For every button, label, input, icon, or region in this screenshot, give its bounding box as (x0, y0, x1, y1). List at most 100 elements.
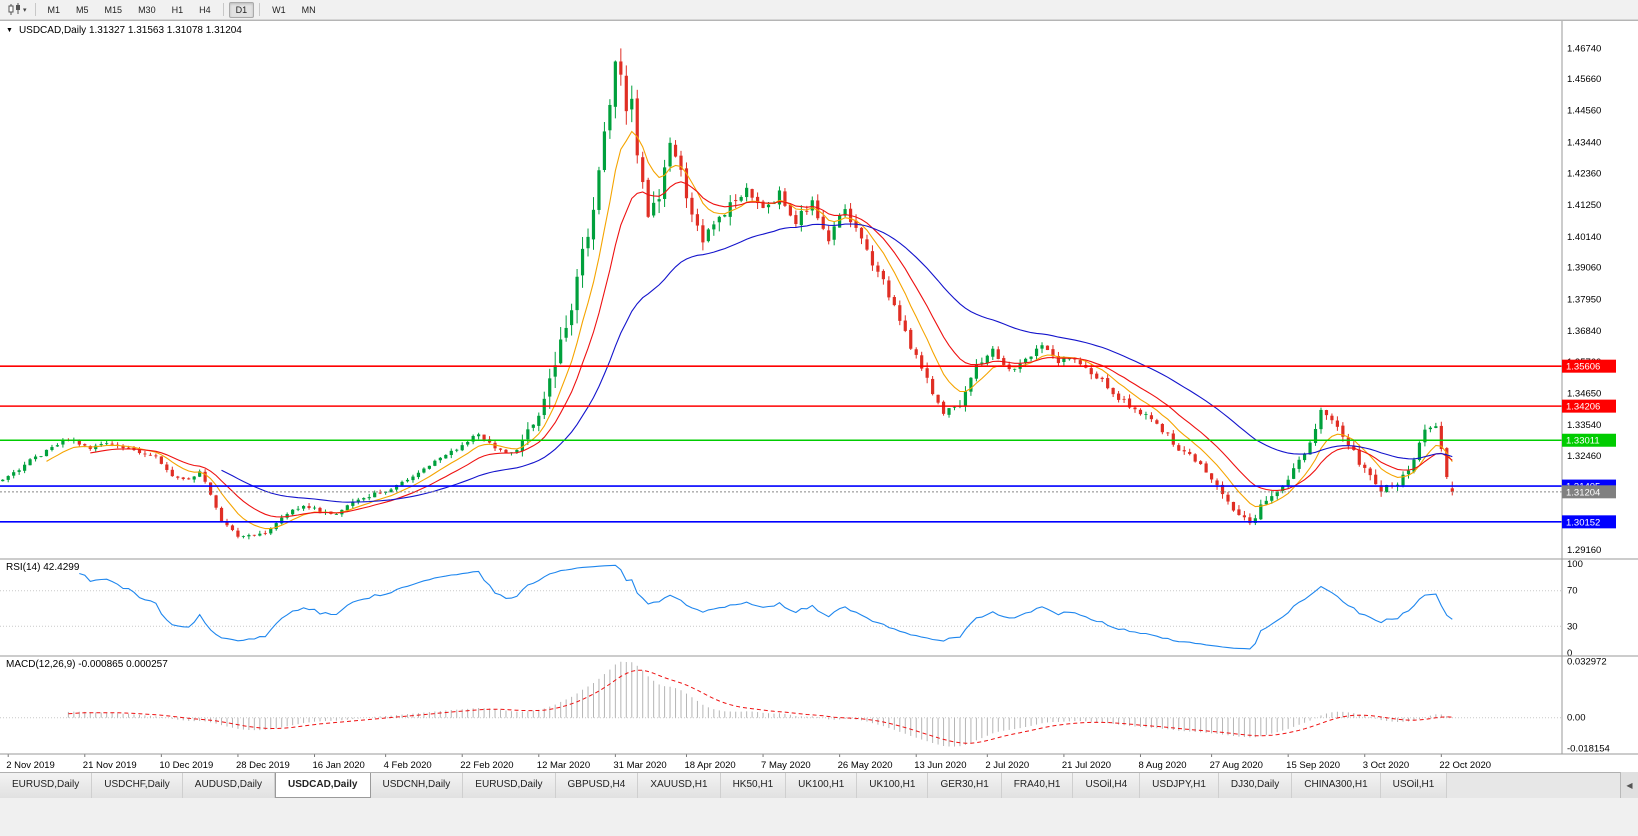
chart-tab-uk100-h1[interactable]: UK100,H1 (786, 773, 858, 798)
timeframe-button-h1[interactable]: H1 (171, 4, 184, 15)
chart-tabs: EURUSD,Daily USDCHF,Daily AUDUSD,Daily USDC… (0, 773, 1448, 798)
chart-title: ▼ USDCAD,Daily 1.31327 1.31563 1.31078 1… (6, 25, 242, 36)
timeframe-button-h4[interactable]: H4 (199, 4, 211, 15)
svg-text:1.34650: 1.34650 (1567, 388, 1601, 399)
svg-text:12 Mar 2020: 12 Mar 2020 (537, 760, 590, 771)
tab-scroll-left-button[interactable]: ◀ (1620, 772, 1638, 798)
svg-text:8 Aug 2020: 8 Aug 2020 (1138, 760, 1186, 771)
svg-text:13 Jun 2020: 13 Jun 2020 (914, 760, 966, 771)
svg-text:21 Nov 2019: 21 Nov 2019 (83, 760, 137, 771)
chart-window: 1.46740 1.45660 1.44560 1.43440 1.42360 1.412… (0, 20, 1638, 772)
chart-tab-fra40-h1[interactable]: FRA40,H1 (1001, 773, 1074, 798)
svg-text:1.29160: 1.29160 (1567, 545, 1601, 556)
chart-tab-usdcad-daily[interactable]: USDCAD,Daily (275, 773, 371, 798)
chart-tab-hk50-h1[interactable]: HK50,H1 (720, 773, 787, 798)
svg-text:22 Oct 2020: 22 Oct 2020 (1439, 760, 1491, 771)
symbol-dropdown-icon[interactable]: ▼ (6, 27, 13, 34)
timeframe-toolbar: ▾ M1 M5 M15 M30 H1 H4 D1 W1 MN (0, 0, 1638, 20)
slow-ma-line (221, 223, 1453, 503)
timeframe-button-m15[interactable]: M15 (104, 4, 123, 15)
fast-ma-line (46, 130, 1453, 530)
svg-text:7 May 2020: 7 May 2020 (761, 760, 811, 771)
svg-text:70: 70 (1567, 586, 1578, 597)
chart-tab-xauusd-h1[interactable]: XAUUSD,H1 (638, 773, 721, 798)
candles (1, 48, 1454, 540)
chart-tab-usdjpy-h1[interactable]: USDJPY,H1 (1140, 773, 1219, 798)
chart-tab-eurusd-daily[interactable]: EURUSD,Daily (463, 773, 556, 798)
chart-tab-dj30-daily[interactable]: DJ30,Daily (1218, 773, 1293, 798)
time-axis: 2 Nov 2019 21 Nov 2019 10 Dec 2019 28 Dec 2… (6, 754, 1491, 771)
toolbar-separator (34, 3, 36, 16)
svg-text:3 Oct 2020: 3 Oct 2020 (1363, 760, 1409, 771)
svg-text:1.33540: 1.33540 (1567, 420, 1601, 431)
timeframe-button-w1[interactable]: W1 (272, 4, 286, 15)
chart-tab-audusd-daily[interactable]: AUDUSD,Daily (182, 773, 276, 798)
price-tags: 1.356061.342061.330111.314051.301521.312… (1562, 359, 1616, 529)
svg-text:18 Apr 2020: 18 Apr 2020 (684, 760, 735, 771)
svg-text:26 May 2020: 26 May 2020 (838, 760, 893, 771)
rsi-panel: 100 70 30 0 (0, 559, 1583, 659)
macd-indicator-label: MACD(12,26,9) -0.000865 0.000257 (6, 659, 168, 670)
timeframe-button-m1[interactable]: M1 (47, 4, 61, 15)
svg-text:1.43440: 1.43440 (1567, 138, 1601, 149)
svg-text:2 Nov 2019: 2 Nov 2019 (6, 760, 55, 771)
svg-text:100: 100 (1567, 559, 1583, 570)
svg-text:1.34206: 1.34206 (1566, 402, 1600, 413)
svg-text:28 Dec 2019: 28 Dec 2019 (236, 760, 290, 771)
svg-text:1.33011: 1.33011 (1566, 436, 1600, 447)
toolbar-separator (259, 3, 261, 16)
svg-text:0: 0 (1567, 648, 1572, 659)
svg-text:27 Aug 2020: 27 Aug 2020 (1210, 760, 1263, 771)
svg-text:1.32460: 1.32460 (1567, 451, 1601, 462)
price-scale: 1.46740 1.45660 1.44560 1.43440 1.42360 1.412… (1567, 43, 1601, 556)
chart-tab-eurusd-daily[interactable]: EURUSD,Daily (0, 773, 93, 798)
panel-separators (0, 21, 1638, 755)
chart-tab-usdchf-daily[interactable]: USDCHF,Daily (92, 773, 183, 798)
chart-tabbar: EURUSD,Daily USDCHF,Daily AUDUSD,Daily USDC… (0, 772, 1638, 798)
chart-title-text: USDCAD,Daily 1.31327 1.31563 1.31078 1.3… (18, 25, 242, 36)
chart-tab-gbpusd-h4[interactable]: GBPUSD,H4 (555, 773, 639, 798)
chart-tab-ger30-h1[interactable]: GER30,H1 (928, 773, 1002, 798)
macd-panel: 0.032972 0.00 -0.018154 (0, 657, 1610, 755)
svg-text:1.42360: 1.42360 (1567, 168, 1601, 179)
svg-text:0.00: 0.00 (1567, 713, 1586, 724)
timeframe-button-group: M1 M5 M15 M30 H1 H4 D1 W1 MN (40, 1, 324, 18)
chart-tab-uk100-h1[interactable]: UK100,H1 (857, 773, 929, 798)
chart-type-button[interactable]: ▾ (4, 1, 31, 18)
svg-text:10 Dec 2019: 10 Dec 2019 (159, 760, 213, 771)
svg-text:0.032972: 0.032972 (1567, 657, 1607, 668)
chevron-down-icon: ▾ (23, 6, 27, 14)
svg-text:1.31204: 1.31204 (1566, 487, 1600, 498)
price-chart[interactable]: 1.46740 1.45660 1.44560 1.43440 1.42360 1.412… (0, 21, 1638, 773)
svg-text:1.45660: 1.45660 (1567, 74, 1601, 85)
toolbar-separator (222, 3, 224, 16)
svg-text:1.36840: 1.36840 (1567, 326, 1601, 337)
rsi-indicator-label: RSI(14) 42.4299 (6, 562, 80, 573)
timeframe-button-mn[interactable]: MN (301, 4, 316, 15)
svg-text:-0.018154: -0.018154 (1567, 744, 1610, 755)
chart-tab-usoil-h4[interactable]: USOil,H4 (1073, 773, 1141, 798)
svg-text:1.39060: 1.39060 (1567, 263, 1601, 274)
svg-text:21 Jul 2020: 21 Jul 2020 (1062, 760, 1111, 771)
svg-text:1.41250: 1.41250 (1567, 200, 1601, 211)
svg-text:1.37950: 1.37950 (1567, 294, 1601, 305)
svg-text:22 Feb 2020: 22 Feb 2020 (460, 760, 513, 771)
chart-tab-usdcnh-daily[interactable]: USDCNH,Daily (370, 773, 464, 798)
svg-text:1.46740: 1.46740 (1567, 43, 1601, 54)
medium-ma-line (90, 181, 1453, 518)
horizontal-lines (0, 365, 1562, 523)
chart-tab-china300-h1[interactable]: CHINA300,H1 (1292, 773, 1381, 798)
chart-tab-usoil-h1[interactable]: USOil,H1 (1380, 773, 1448, 798)
timeframe-button-m5[interactable]: M5 (76, 4, 89, 15)
moving-averages (46, 130, 1453, 530)
svg-text:16 Jan 2020: 16 Jan 2020 (313, 760, 365, 771)
svg-text:4 Feb 2020: 4 Feb 2020 (384, 760, 432, 771)
svg-text:1.35606: 1.35606 (1566, 362, 1600, 373)
svg-text:1.44560: 1.44560 (1567, 106, 1601, 117)
timeframe-button-d1[interactable]: D1 (228, 1, 255, 18)
candlestick-chart-icon (8, 3, 20, 15)
svg-text:15 Sep 2020: 15 Sep 2020 (1286, 760, 1340, 771)
svg-text:1.40140: 1.40140 (1567, 232, 1601, 243)
timeframe-button-m30[interactable]: M30 (138, 4, 156, 15)
